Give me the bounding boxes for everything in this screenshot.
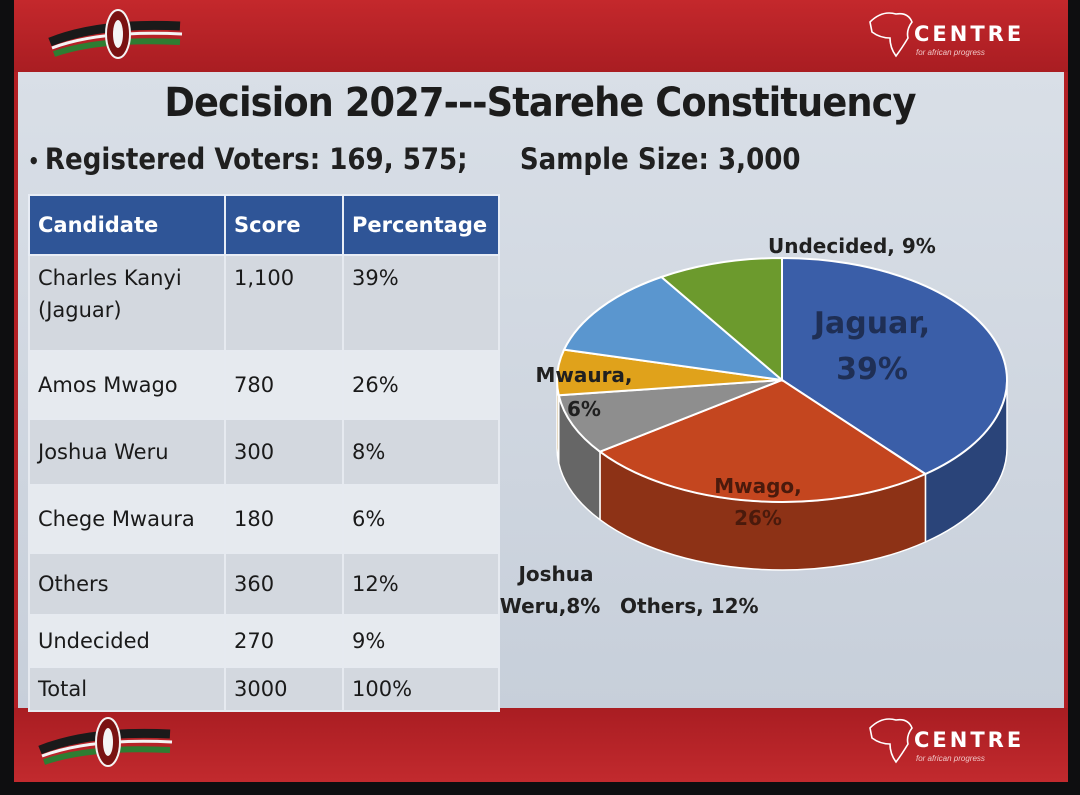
pie-top-group xyxy=(556,256,1008,503)
table-row: Charles Kanyi (Jaguar) 1,100 39% xyxy=(28,254,500,352)
kenya-flag-logo-icon xyxy=(38,717,173,767)
percentage-cell: 100% xyxy=(342,666,500,712)
candidate-cell: Joshua Weru xyxy=(28,418,226,486)
candidate-cell: Others xyxy=(28,552,226,616)
pie-slice xyxy=(781,256,1008,476)
africa-outline-icon xyxy=(869,12,913,58)
slide-title: Decision 2027---Starehe Constituency xyxy=(164,80,916,126)
candidate-cell: Undecided xyxy=(28,614,226,668)
pie-slice xyxy=(597,378,928,503)
brand-name: CENTRE xyxy=(914,22,1025,46)
percentage-cell: 6% xyxy=(342,484,500,554)
candidate-cell: Amos Mwago xyxy=(28,350,226,420)
sample-size: Sample Size: 3,000 xyxy=(519,142,801,176)
percentage-cell: 39% xyxy=(342,254,500,352)
score-cell: 270 xyxy=(224,614,344,668)
results-table: Candidate Score Percentage Charles Kanyi… xyxy=(28,194,500,712)
centre-logo: CENTRE for african progress xyxy=(862,8,1062,60)
table-row: Chege Mwaura 180 6% xyxy=(28,484,500,554)
header-candidate: Candidate xyxy=(28,194,226,256)
pie-label-group: Jaguar, 39% Mwago, 26% Joshua Weru,8% Mwaura, 6… xyxy=(500,234,936,618)
pie-label: Jaguar, 39% xyxy=(812,306,930,387)
header-percentage: Percentage xyxy=(342,194,500,256)
brand-tagline: for african progress xyxy=(916,754,985,763)
bullet-icon: • xyxy=(28,149,40,173)
bottom-banner xyxy=(14,708,1068,782)
table-row-total: Total 3000 100% xyxy=(28,666,500,712)
table-row: Amos Mwago 780 26% xyxy=(28,350,500,420)
pie-label: Joshua Weru,8% xyxy=(500,562,600,618)
candidate-cell: Total xyxy=(28,666,226,712)
score-cell: 180 xyxy=(224,484,344,554)
score-cell: 3000 xyxy=(224,666,344,712)
table-row: Others 360 12% xyxy=(28,552,500,616)
pie-slice xyxy=(562,275,786,382)
registered-voters: Registered Voters: 169, 575; xyxy=(44,142,468,176)
table-header-row: Candidate Score Percentage xyxy=(28,194,500,256)
table-row: Joshua Weru 300 8% xyxy=(28,418,500,486)
kenya-flag-logo-icon xyxy=(48,9,183,59)
score-cell: 360 xyxy=(224,552,344,616)
score-cell: 300 xyxy=(224,418,344,486)
centre-logo: CENTRE for african progress xyxy=(862,714,1062,766)
header-score: Score xyxy=(224,194,344,256)
percentage-cell: 8% xyxy=(342,418,500,486)
pie-slice xyxy=(659,256,783,383)
brand-name: CENTRE xyxy=(914,728,1025,752)
percentage-cell: 9% xyxy=(342,614,500,668)
pie-slice xyxy=(557,379,783,453)
percentage-cell: 12% xyxy=(342,552,500,616)
score-cell: 1,100 xyxy=(224,254,344,352)
percentage-cell: 26% xyxy=(342,350,500,420)
top-banner xyxy=(14,0,1068,72)
table-row: Undecided 270 9% xyxy=(28,614,500,668)
africa-outline-icon xyxy=(869,718,913,764)
candidate-cell: Charles Kanyi (Jaguar) xyxy=(28,254,226,352)
pie-label: Mwaura, 6% xyxy=(535,363,632,421)
pie-label: Others, 12% xyxy=(620,594,759,618)
pie-label: Undecided, 9% xyxy=(768,234,936,258)
pie-chart: Jaguar, 39% Mwago, 26% Joshua Weru,8% Mwaura, 6… xyxy=(500,234,1008,618)
candidate-cell: Chege Mwaura xyxy=(28,484,226,554)
pie-label: Mwago, 26% xyxy=(714,474,802,530)
brand-tagline: for african progress xyxy=(916,48,985,57)
score-cell: 780 xyxy=(224,350,344,420)
slide-subtitle: • Registered Voters: 169, 575; Sample Size… xyxy=(28,142,801,176)
